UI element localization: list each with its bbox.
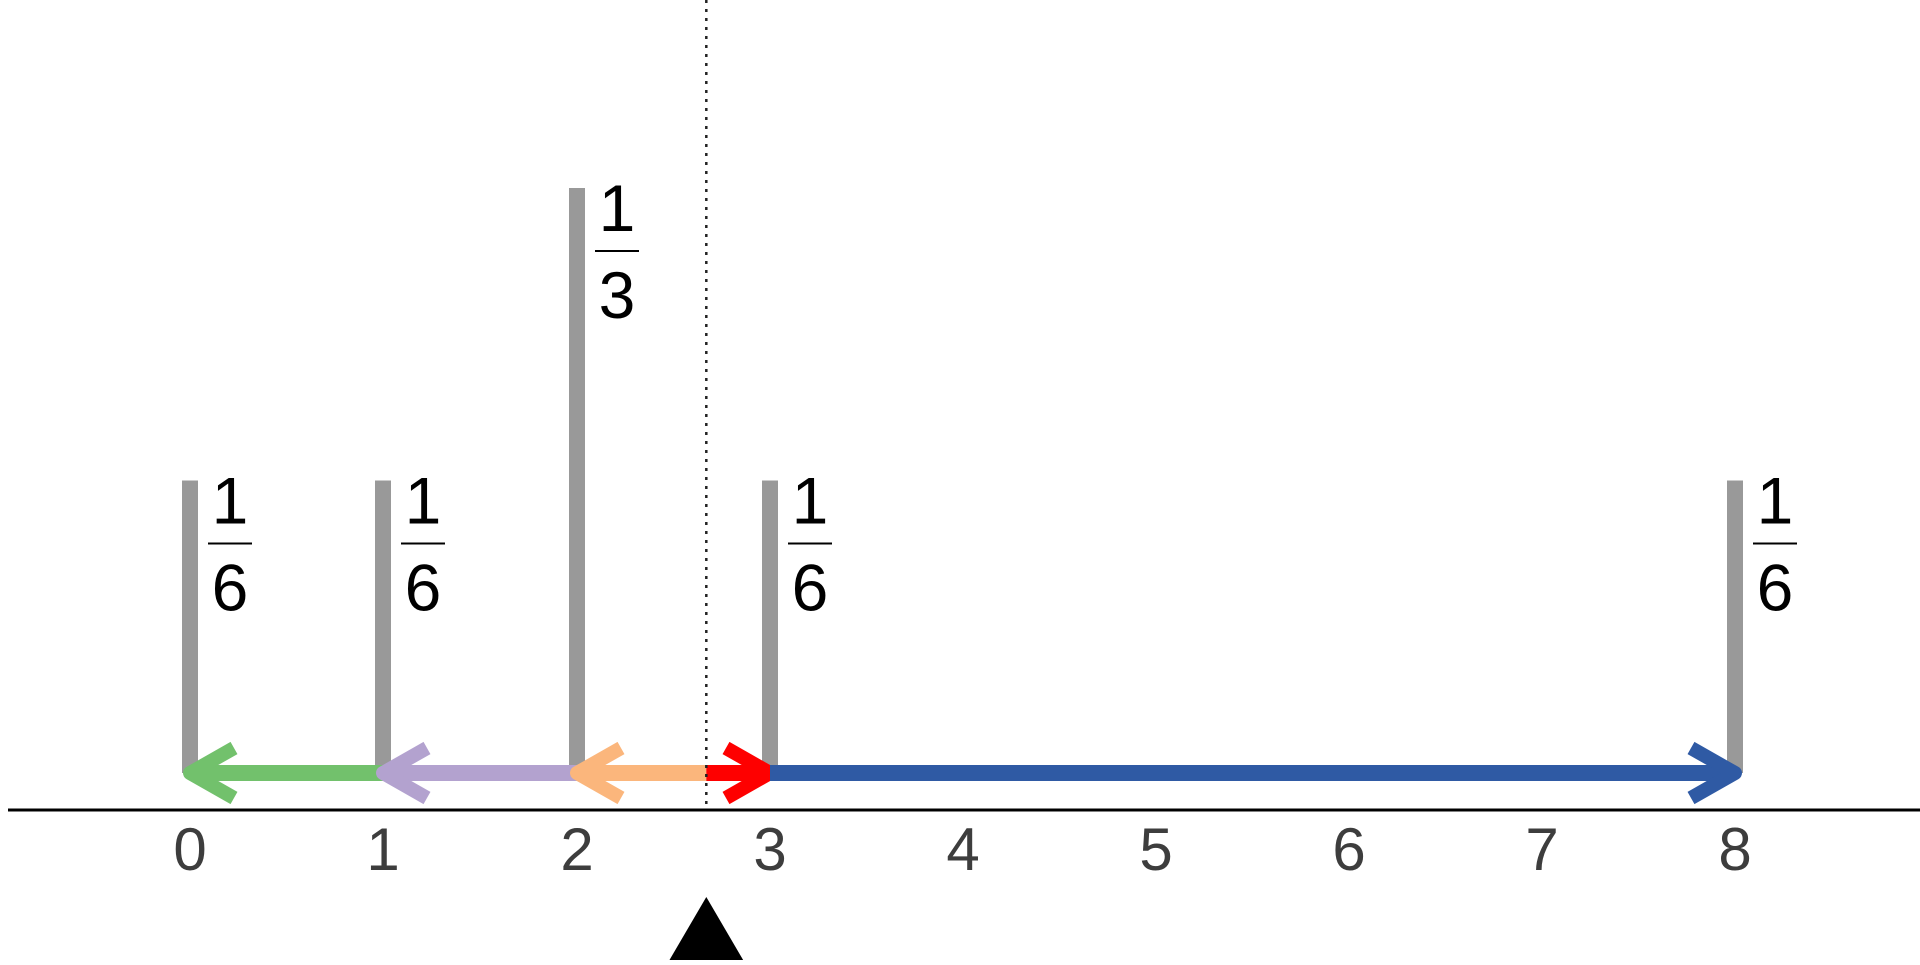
arrow-blue-head	[1687, 741, 1742, 805]
fraction-numerator: 1	[1757, 464, 1794, 538]
arrow-red	[706, 741, 777, 805]
fraction-label-8: 16	[1753, 464, 1797, 625]
tick-label-2: 2	[560, 816, 593, 883]
fraction-label-3: 16	[788, 464, 832, 625]
distance-arrows	[183, 741, 1742, 805]
mass-stems	[182, 188, 1743, 773]
mass-stem-0	[182, 480, 198, 773]
tick-label-0: 0	[173, 816, 206, 883]
mass-stem-8	[1727, 480, 1743, 773]
fraction-numerator: 1	[792, 464, 829, 538]
arrow-green	[183, 741, 383, 805]
fraction-label-0: 16	[208, 464, 252, 625]
tick-label-4: 4	[946, 816, 979, 883]
tick-label-5: 5	[1139, 816, 1172, 883]
arrow-blue	[770, 741, 1742, 805]
arrow-purple	[376, 741, 577, 805]
tick-label-7: 7	[1525, 816, 1558, 883]
fulcrum-triangle-icon	[668, 897, 745, 962]
tick-label-1: 1	[366, 816, 399, 883]
fraction-denominator: 6	[1757, 551, 1794, 625]
fraction-label-2: 13	[595, 171, 639, 332]
tick-label-6: 6	[1332, 816, 1365, 883]
fraction-label-1: 16	[401, 464, 445, 625]
arrow-orange	[570, 741, 707, 805]
arrow-purple-head	[376, 741, 431, 805]
mass-stem-1	[375, 480, 391, 773]
fraction-numerator: 1	[599, 171, 636, 245]
tick-label-3: 3	[753, 816, 786, 883]
fraction-denominator: 3	[599, 258, 636, 332]
arrow-green-head	[183, 741, 238, 805]
fraction-numerator: 1	[212, 464, 249, 538]
mass-stem-3	[762, 480, 778, 773]
mass-stem-2	[569, 188, 585, 773]
fraction-numerator: 1	[405, 464, 442, 538]
fraction-denominator: 6	[212, 551, 249, 625]
axis-tick-labels: 0 1 2 3 4 5 6 7 8	[173, 816, 1751, 883]
arrow-orange-head	[570, 741, 625, 805]
fraction-denominator: 6	[405, 551, 442, 625]
fraction-denominator: 6	[792, 551, 829, 625]
tick-label-8: 8	[1718, 816, 1751, 883]
